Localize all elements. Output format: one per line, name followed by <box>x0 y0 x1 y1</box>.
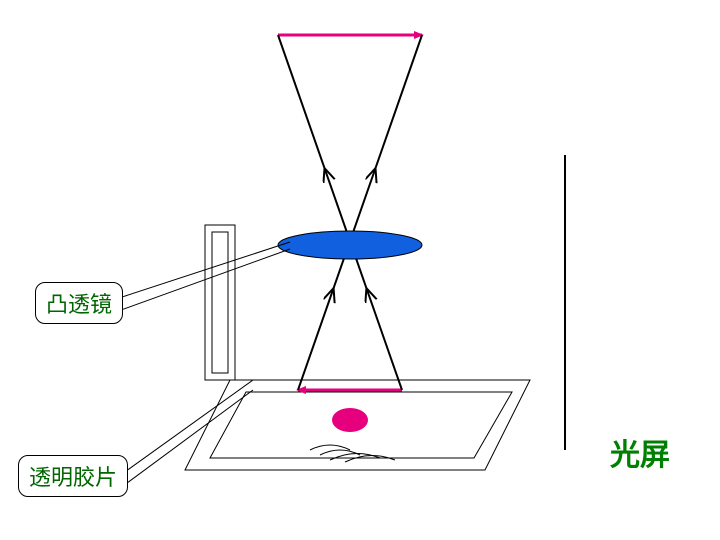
stand-outer <box>205 225 235 380</box>
hatch-line-3 <box>345 455 395 462</box>
ray-left <box>298 35 422 390</box>
screen-label: 光屏 <box>610 439 670 472</box>
callout-lens-leader-1 <box>123 242 290 297</box>
film-label-callout: 透明胶片 <box>18 455 128 497</box>
hatch-line-1 <box>320 450 360 455</box>
ray-right <box>278 35 402 390</box>
convex-lens <box>278 231 422 259</box>
hatch-line-2 <box>330 453 380 460</box>
light-source-icon <box>332 408 368 432</box>
stand-inner <box>212 232 228 373</box>
lens-label-callout: 凸透镜 <box>35 282 123 324</box>
lens-label-text: 凸透镜 <box>46 292 112 317</box>
film-label-text: 透明胶片 <box>29 465 117 490</box>
callout-film-leader-1 <box>128 380 253 470</box>
callout-film-leader-2 <box>128 390 253 482</box>
hatch-line-0 <box>310 445 350 450</box>
callout-lens-leader-2 <box>123 249 290 309</box>
